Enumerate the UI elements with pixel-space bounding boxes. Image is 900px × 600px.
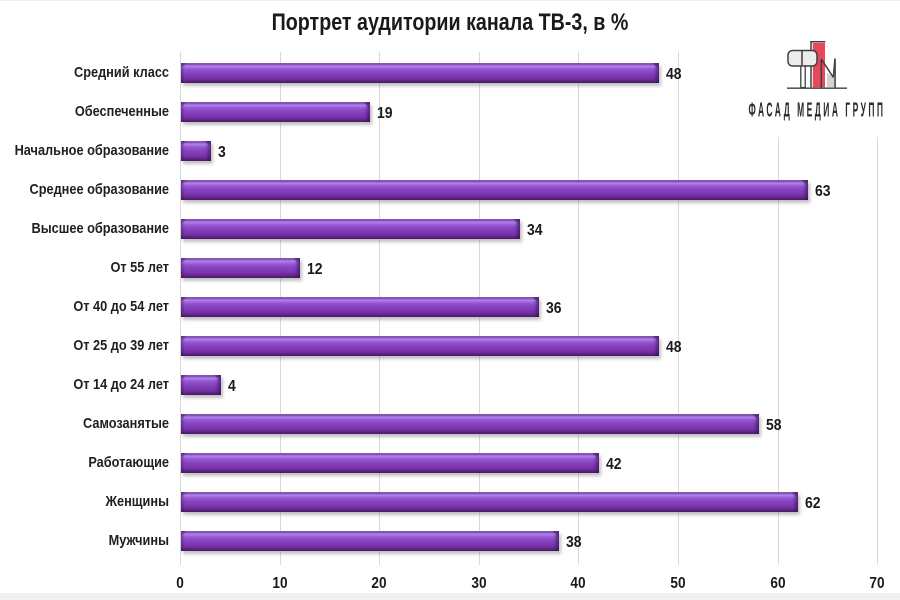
svg-text:ФАСАД МЕДИА ГРУПП: ФАСАД МЕДИА ГРУПП [749, 99, 886, 122]
